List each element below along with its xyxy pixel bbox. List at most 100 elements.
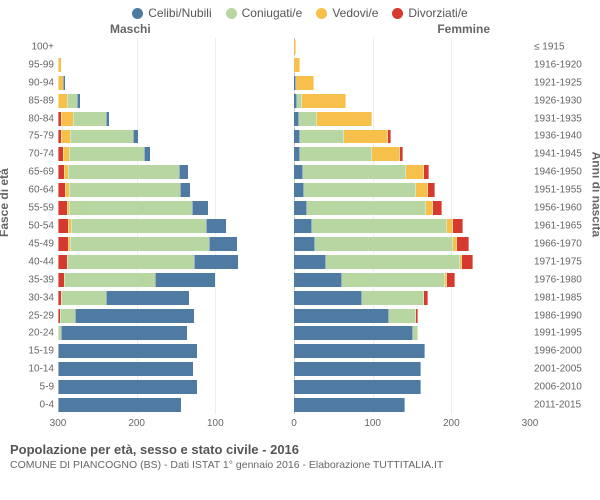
bar-segment — [362, 291, 424, 305]
legend-swatch — [316, 8, 327, 19]
age-label: 20-24 — [10, 328, 54, 339]
age-label: 0-4 — [10, 400, 54, 411]
bar-segment — [433, 201, 442, 215]
birth-year-label: 1941-1945 — [534, 149, 590, 160]
bar-segment — [144, 147, 150, 161]
footer-title: Popolazione per età, sesso e stato civil… — [10, 442, 590, 457]
female-bar — [294, 307, 530, 325]
bar-segment — [63, 76, 65, 90]
bar-segment — [413, 326, 418, 340]
pyramid-row: 15-191996-2000 — [58, 342, 530, 360]
bar-segment — [315, 237, 454, 251]
female-bar — [294, 128, 530, 146]
pyramid-row: 45-491966-1970 — [58, 235, 530, 253]
bar-segment — [58, 380, 197, 394]
bar-segment — [61, 130, 70, 144]
bar-segment — [294, 40, 296, 54]
male-bar — [58, 56, 294, 74]
female-bar — [294, 235, 530, 253]
legend-swatch — [132, 8, 143, 19]
age-label: 60-64 — [10, 185, 54, 196]
x-tick: 0 — [291, 418, 297, 429]
rows-container: 100+≤ 191595-991916-192090-941921-192585… — [58, 38, 530, 414]
bar-segment — [58, 344, 197, 358]
birth-year-label: 1971-1975 — [534, 256, 590, 267]
pyramid-row: 95-991916-1920 — [58, 56, 530, 74]
age-label: 25-29 — [10, 310, 54, 321]
age-label: 100+ — [10, 41, 54, 52]
bar-segment — [58, 237, 68, 251]
bar-segment — [447, 273, 454, 287]
bar-segment — [326, 255, 459, 269]
x-tick: 300 — [522, 418, 539, 429]
bar-segment — [424, 291, 428, 305]
bar-segment — [75, 309, 194, 323]
bar-segment — [294, 344, 425, 358]
age-label: 55-59 — [10, 203, 54, 214]
bar-segment — [294, 58, 300, 72]
pyramid-row: 40-441971-1975 — [58, 253, 530, 271]
male-bar — [58, 360, 294, 378]
age-label: 80-84 — [10, 113, 54, 124]
pyramid-row: 65-691946-1950 — [58, 163, 530, 181]
birth-year-label: 1961-1965 — [534, 221, 590, 232]
bar-segment — [179, 165, 188, 179]
male-bar — [58, 163, 294, 181]
male-bar — [58, 38, 294, 56]
plot-area: 100+≤ 191595-991916-192090-941921-192585… — [58, 38, 530, 414]
female-bar — [294, 145, 530, 163]
x-tick: 100 — [364, 418, 381, 429]
female-bar — [294, 199, 530, 217]
pyramid-row: 100+≤ 1915 — [58, 38, 530, 56]
birth-year-label: 2011-2015 — [534, 400, 590, 411]
pyramid-row: 80-841931-1935 — [58, 110, 530, 128]
legend-label: Vedovi/e — [332, 6, 378, 20]
birth-year-label: 2001-2005 — [534, 364, 590, 375]
x-tick: 200 — [128, 418, 145, 429]
y-right-axis-title: Anni di nascita — [589, 152, 600, 237]
birth-year-label: 1931-1935 — [534, 113, 590, 124]
age-label: 90-94 — [10, 77, 54, 88]
male-bar — [58, 342, 294, 360]
gender-labels: Maschi Femmine — [0, 22, 600, 36]
birth-year-label: 1966-1970 — [534, 238, 590, 249]
male-bar — [58, 128, 294, 146]
bar-segment — [67, 255, 194, 269]
gender-left-label: Maschi — [110, 22, 151, 36]
footer: Popolazione per età, sesso e stato civil… — [10, 442, 590, 471]
bar-segment — [61, 291, 105, 305]
bar-segment — [294, 309, 389, 323]
pyramid-row: 35-391976-1980 — [58, 271, 530, 289]
age-label: 50-54 — [10, 221, 54, 232]
pyramid-row: 55-591956-1960 — [58, 199, 530, 217]
bar-segment — [58, 183, 65, 197]
age-label: 15-19 — [10, 346, 54, 357]
bar-segment — [372, 147, 401, 161]
bar-segment — [69, 147, 145, 161]
footer-subtitle: COMUNE DI PIANCOGNO (BS) - Dati ISTAT 1°… — [10, 459, 590, 471]
bar-segment — [388, 130, 391, 144]
bar-segment — [133, 130, 138, 144]
bar-segment — [428, 183, 435, 197]
bar-segment — [58, 398, 181, 412]
female-bar — [294, 181, 530, 199]
pyramid-row: 25-291986-1990 — [58, 307, 530, 325]
bar-segment — [294, 201, 307, 215]
pyramid-chart: Fasce di età Anni di nascita 100+≤ 19159… — [10, 38, 590, 436]
birth-year-label: 1991-1995 — [534, 328, 590, 339]
bar-segment — [294, 326, 413, 340]
age-label: 5-9 — [10, 382, 54, 393]
female-bar — [294, 342, 530, 360]
bar-segment — [58, 255, 67, 269]
bar-segment — [180, 183, 190, 197]
female-bar — [294, 378, 530, 396]
bar-segment — [61, 112, 74, 126]
bar-segment — [58, 362, 193, 376]
legend: Celibi/NubiliConiugati/eVedovi/eDivorzia… — [0, 0, 600, 22]
bar-segment — [106, 112, 109, 126]
age-label: 85-89 — [10, 95, 54, 106]
pyramid-row: 85-891926-1930 — [58, 92, 530, 110]
legend-item: Coniugati/e — [226, 6, 303, 20]
female-bar — [294, 110, 530, 128]
bar-segment — [294, 380, 421, 394]
